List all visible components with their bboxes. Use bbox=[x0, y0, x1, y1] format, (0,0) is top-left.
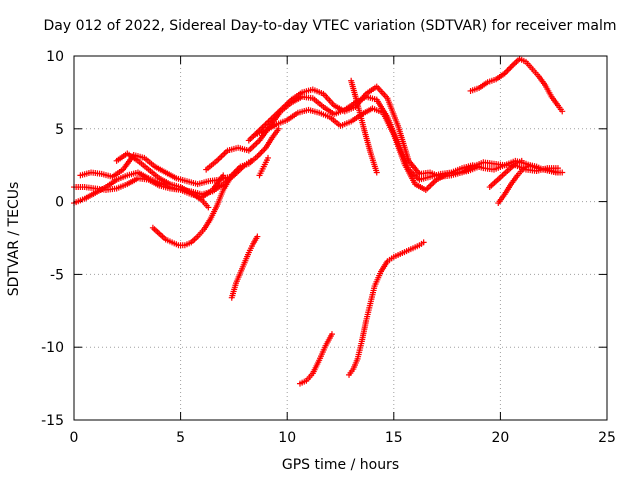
x-tick-label: 10 bbox=[278, 430, 296, 446]
series-arc-d bbox=[113, 150, 212, 211]
data-point-interp bbox=[258, 149, 265, 156]
y-tick-label: 0 bbox=[55, 195, 64, 211]
data-point-interp bbox=[507, 64, 514, 71]
series-arc-j bbox=[256, 154, 272, 179]
series-arc-p bbox=[486, 157, 525, 191]
data-point-interp bbox=[260, 147, 267, 154]
y-axis-label: SDTVAR / TECUs bbox=[6, 181, 22, 297]
data-point-interp bbox=[504, 67, 511, 74]
series-arc-f bbox=[228, 233, 261, 301]
y-tick-label: -15 bbox=[41, 413, 64, 429]
data-points bbox=[71, 55, 566, 387]
series-arc-k bbox=[296, 331, 335, 387]
data-point-interp bbox=[257, 150, 264, 157]
y-tick-label: 5 bbox=[55, 122, 64, 138]
series-arc-l bbox=[346, 239, 427, 378]
series-arc-e bbox=[149, 125, 282, 249]
data-point-interp bbox=[505, 66, 512, 73]
data-point bbox=[559, 108, 566, 115]
x-tick-label: 20 bbox=[491, 430, 509, 446]
series-arc-m bbox=[348, 77, 380, 176]
data-point bbox=[205, 204, 212, 211]
x-tick-label: 25 bbox=[598, 430, 616, 446]
data-point bbox=[254, 233, 261, 240]
series-arc-o bbox=[495, 162, 566, 207]
y-tick-label: 10 bbox=[46, 49, 64, 65]
data-point bbox=[518, 157, 525, 164]
data-point bbox=[476, 163, 483, 170]
data-point bbox=[265, 154, 272, 161]
x-tick-label: 15 bbox=[385, 430, 403, 446]
plot-frame bbox=[73, 55, 608, 421]
x-axis-label: GPS time / hours bbox=[281, 457, 400, 473]
data-point bbox=[559, 169, 566, 176]
chart-title: Day 012 of 2022, Sidereal Day-to-day VTE… bbox=[43, 18, 617, 34]
data-point bbox=[373, 169, 380, 176]
x-tick-label: 5 bbox=[176, 430, 185, 446]
data-point-interp bbox=[255, 152, 262, 159]
data-point bbox=[328, 331, 335, 338]
data-point bbox=[275, 125, 282, 132]
series-arc-i bbox=[252, 105, 483, 193]
series-arc-n bbox=[467, 55, 566, 115]
x-tick-label: 0 bbox=[70, 430, 79, 446]
y-tick-label: -5 bbox=[50, 267, 64, 283]
y-tick-label: -10 bbox=[41, 340, 64, 356]
data-point bbox=[420, 239, 427, 246]
data-point-interp bbox=[508, 63, 515, 70]
